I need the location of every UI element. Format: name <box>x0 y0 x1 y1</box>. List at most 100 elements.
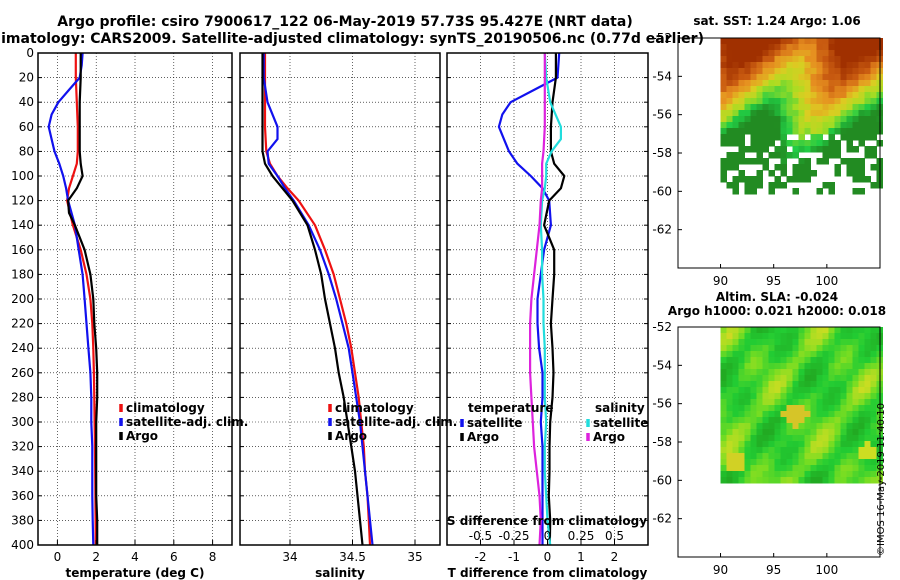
heatmap-cell <box>810 357 817 364</box>
heatmap-cell <box>756 170 763 177</box>
heatmap-cell <box>804 158 811 165</box>
x-tick-label: 0 <box>544 550 552 564</box>
heatmap-cell <box>822 405 829 412</box>
heatmap-cell <box>756 158 763 165</box>
heatmap-cell <box>768 369 775 376</box>
heatmap-cell <box>768 104 775 111</box>
heatmap-cell <box>744 357 751 364</box>
heatmap-cell <box>726 74 733 81</box>
heatmap-cell <box>816 453 823 460</box>
heatmap-cell <box>726 152 733 159</box>
map-y-tick-label: -56 <box>652 108 672 122</box>
heatmap-cell <box>852 333 859 340</box>
heatmap-cell <box>786 86 793 93</box>
heatmap-cell <box>720 92 727 99</box>
heatmap-cell <box>780 357 787 364</box>
heatmap-cell <box>858 116 865 123</box>
heatmap-cell <box>846 471 853 478</box>
heatmap-cell <box>840 44 847 51</box>
heatmap-cell <box>810 44 817 51</box>
heatmap-cell <box>792 110 799 117</box>
heatmap-cell <box>744 375 751 382</box>
heatmap-cell <box>804 381 811 388</box>
heatmap-cell <box>768 134 775 141</box>
heatmap-cell <box>756 333 763 340</box>
heatmap-cell <box>810 453 817 460</box>
heatmap-cell <box>768 411 775 418</box>
heatmap-cell <box>732 80 739 87</box>
heatmap-cell <box>852 381 859 388</box>
heatmap-cell <box>792 435 799 442</box>
heatmap-cell <box>792 423 799 430</box>
heatmap-cell <box>786 453 793 460</box>
heatmap-cell <box>822 152 829 159</box>
heatmap-cell <box>738 104 745 111</box>
legend-label: satellite-adj. clim. <box>126 415 248 429</box>
heatmap-cell <box>756 471 763 478</box>
heatmap-cell <box>852 68 859 75</box>
heatmap-cell <box>720 116 727 123</box>
heatmap-cell <box>870 152 877 159</box>
heatmap-cell <box>864 92 871 99</box>
heatmap-cell <box>786 465 793 472</box>
heatmap-cell <box>726 44 733 51</box>
heatmap-cell <box>858 170 865 177</box>
heatmap-cell <box>864 363 871 370</box>
heatmap-cell <box>852 429 859 436</box>
heatmap-cell <box>864 333 871 340</box>
heatmap-cell <box>846 381 853 388</box>
y-tick-label: 240 <box>11 341 34 355</box>
heatmap-cell <box>846 56 853 63</box>
heatmap-cell <box>858 62 865 69</box>
y-tick-label: 200 <box>11 292 34 306</box>
heatmap-cell <box>720 429 727 436</box>
heatmap-cell <box>840 363 847 370</box>
x2-tick-label: -0.5 <box>469 529 492 543</box>
heatmap-cell <box>828 38 835 45</box>
heatmap-cell <box>720 369 727 376</box>
heatmap-cell <box>840 56 847 63</box>
heatmap-cell <box>840 405 847 412</box>
heatmap-cell <box>786 327 793 334</box>
heatmap-cell <box>858 128 865 135</box>
heatmap-cell <box>780 86 787 93</box>
heatmap-cell <box>822 50 829 57</box>
heatmap-cell <box>786 387 793 394</box>
heatmap-cell <box>732 164 739 171</box>
heatmap-cell <box>786 68 793 75</box>
heatmap-cell <box>774 423 781 430</box>
heatmap-cell <box>834 345 841 352</box>
heatmap-cell <box>756 459 763 466</box>
heatmap-cell <box>858 453 865 460</box>
map-y-tick-label: -54 <box>652 358 672 372</box>
heatmap-cell <box>744 351 751 358</box>
heatmap-cell <box>852 375 859 382</box>
heatmap-cell <box>834 375 841 382</box>
heatmap-cell <box>858 441 865 448</box>
heatmap-cell <box>792 453 799 460</box>
heatmap-cell <box>750 44 757 51</box>
heatmap-cell <box>774 345 781 352</box>
heatmap-cell <box>738 369 745 376</box>
heatmap-cell <box>780 375 787 382</box>
heatmap-cell <box>774 122 781 129</box>
heatmap-cell <box>738 74 745 81</box>
heatmap-cell <box>756 62 763 69</box>
heatmap-cell <box>810 417 817 424</box>
heatmap-cell <box>738 423 745 430</box>
heatmap-cell <box>756 351 763 358</box>
series-line-argo <box>66 53 99 545</box>
heatmap-cell <box>756 56 763 63</box>
y-tick-label: 300 <box>11 415 34 429</box>
heatmap-cell <box>822 62 829 69</box>
heatmap-cell <box>750 369 757 376</box>
heatmap-cell <box>774 68 781 75</box>
heatmap-cell <box>852 477 859 484</box>
heatmap-cell <box>816 441 823 448</box>
heatmap-cell <box>846 465 853 472</box>
heatmap-cell <box>870 56 877 63</box>
heatmap-cell <box>864 417 871 424</box>
heatmap-cell <box>720 471 727 478</box>
heatmap-cell <box>810 122 817 129</box>
heatmap-cell <box>870 363 877 370</box>
